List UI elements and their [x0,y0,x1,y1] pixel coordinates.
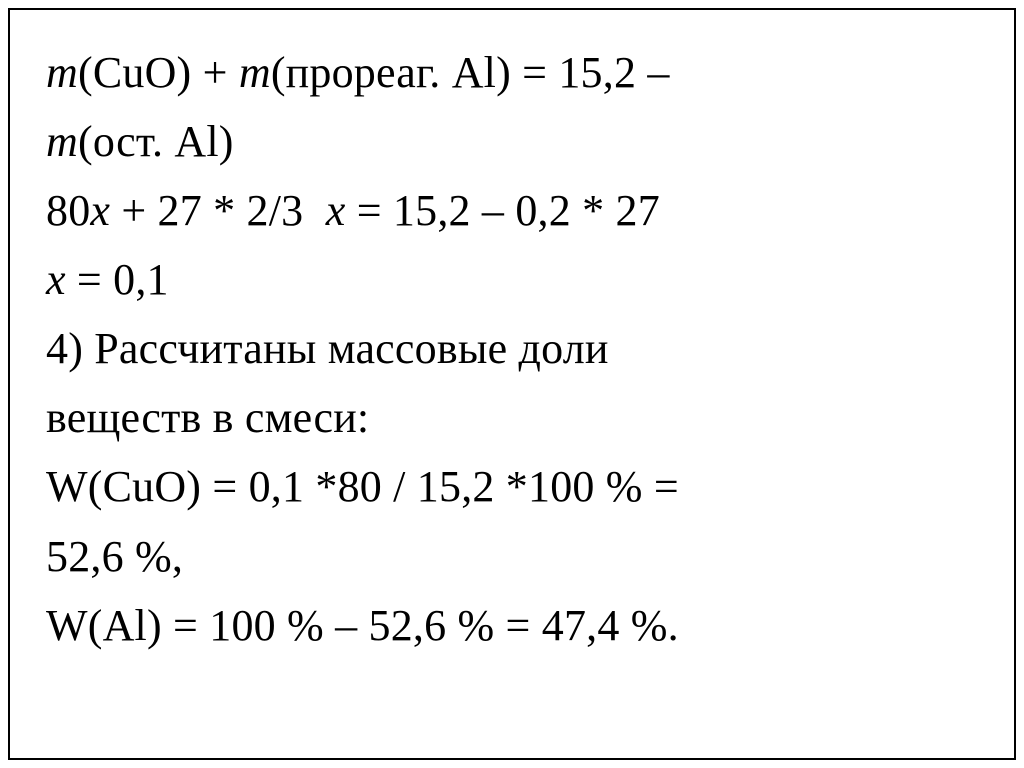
var-x: x [90,186,110,235]
text-line-7: W(CuO) = 0,1 *80 / 15,2 *100 % = [46,452,978,521]
text-line-1: m(CuO) + m(прореаг. Al) = 15,2 – [46,38,978,107]
text-line-5: 4) Рассчитаны массовые доли [46,314,978,383]
text-line-2: m(ост. Al) [46,107,978,176]
var-m: m [46,117,78,166]
var-x: x [46,255,66,304]
var-x: x [326,186,346,235]
text-line-9: W(Al) = 100 % – 52,6 % = 47,4 %. [46,591,978,660]
text-line-4: x = 0,1 [46,245,978,314]
var-m: m [46,48,78,97]
slide-frame: m(CuO) + m(прореаг. Al) = 15,2 – m(ост. … [8,8,1016,760]
text-line-8: 52,6 %, [46,522,978,591]
var-m: m [239,48,271,97]
text-line-3: 80x + 27 * 2/3 x = 15,2 – 0,2 * 27 [46,176,978,245]
slide-content: m(CuO) + m(прореаг. Al) = 15,2 – m(ост. … [46,38,978,660]
text-line-6: веществ в смеси: [46,383,978,452]
